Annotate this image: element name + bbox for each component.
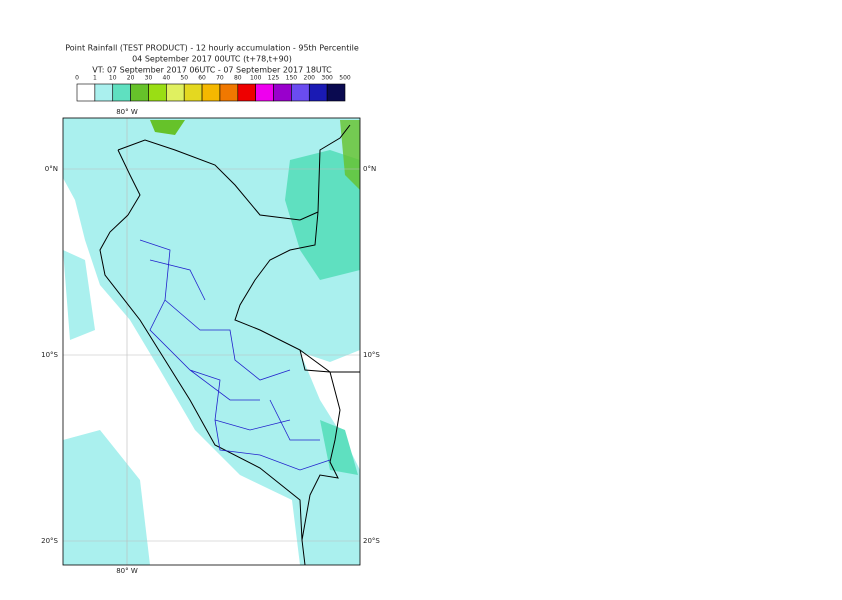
title-line: VT: 07 September 2017 06UTC - 07 Septemb… (92, 66, 332, 75)
longitude-label: 80° W (116, 108, 138, 116)
legend-swatch (166, 83, 185, 102)
title-line: 04 September 2017 00UTC (t+78,t+90) (132, 55, 292, 64)
legend-label: 30 (145, 75, 153, 82)
legend-label: 70 (216, 75, 224, 82)
legend-label: 200 (304, 75, 316, 82)
legend-label: 500 (339, 75, 351, 82)
legend-label: 60 (198, 75, 206, 82)
legend-swatch (76, 83, 96, 102)
latitude-label: 0°N (45, 165, 58, 173)
legend-swatch (308, 83, 328, 102)
legend-swatch (130, 83, 149, 102)
legend-swatch (291, 83, 310, 102)
latitude-label: 10°S (41, 351, 58, 359)
latitude-label: 20°S (41, 537, 58, 545)
map-frame (62, 117, 361, 566)
legend-label: 0 (75, 75, 79, 82)
legend-swatch (94, 83, 114, 102)
legend-label: 1 (93, 75, 97, 82)
legend-swatch (148, 83, 167, 102)
longitude-label: 80° W (116, 567, 138, 575)
legend-label: 80 (234, 75, 242, 82)
legend-swatch (237, 83, 256, 102)
legend-swatch (183, 83, 203, 102)
legend-label: 40 (163, 75, 171, 82)
legend-swatch (326, 83, 346, 102)
legend-label: 150 (286, 75, 298, 82)
legend-label: 100 (250, 75, 262, 82)
legend-swatch (255, 83, 274, 102)
title-line: Point Rainfall (TEST PRODUCT) - 12 hourl… (65, 44, 359, 53)
legend-label: 300 (321, 75, 333, 82)
legend-swatch (219, 83, 239, 102)
latitude-label: 20°S (363, 537, 380, 545)
legend-label: 10 (109, 75, 117, 82)
legend-label: 20 (127, 75, 135, 82)
legend-swatch (112, 83, 131, 102)
latitude-label: 10°S (363, 351, 380, 359)
legend-label: 50 (180, 75, 188, 82)
latitude-label: 0°N (363, 165, 376, 173)
legend-swatch (273, 83, 292, 102)
legend-swatch (201, 83, 221, 102)
legend-label: 125 (268, 75, 280, 82)
